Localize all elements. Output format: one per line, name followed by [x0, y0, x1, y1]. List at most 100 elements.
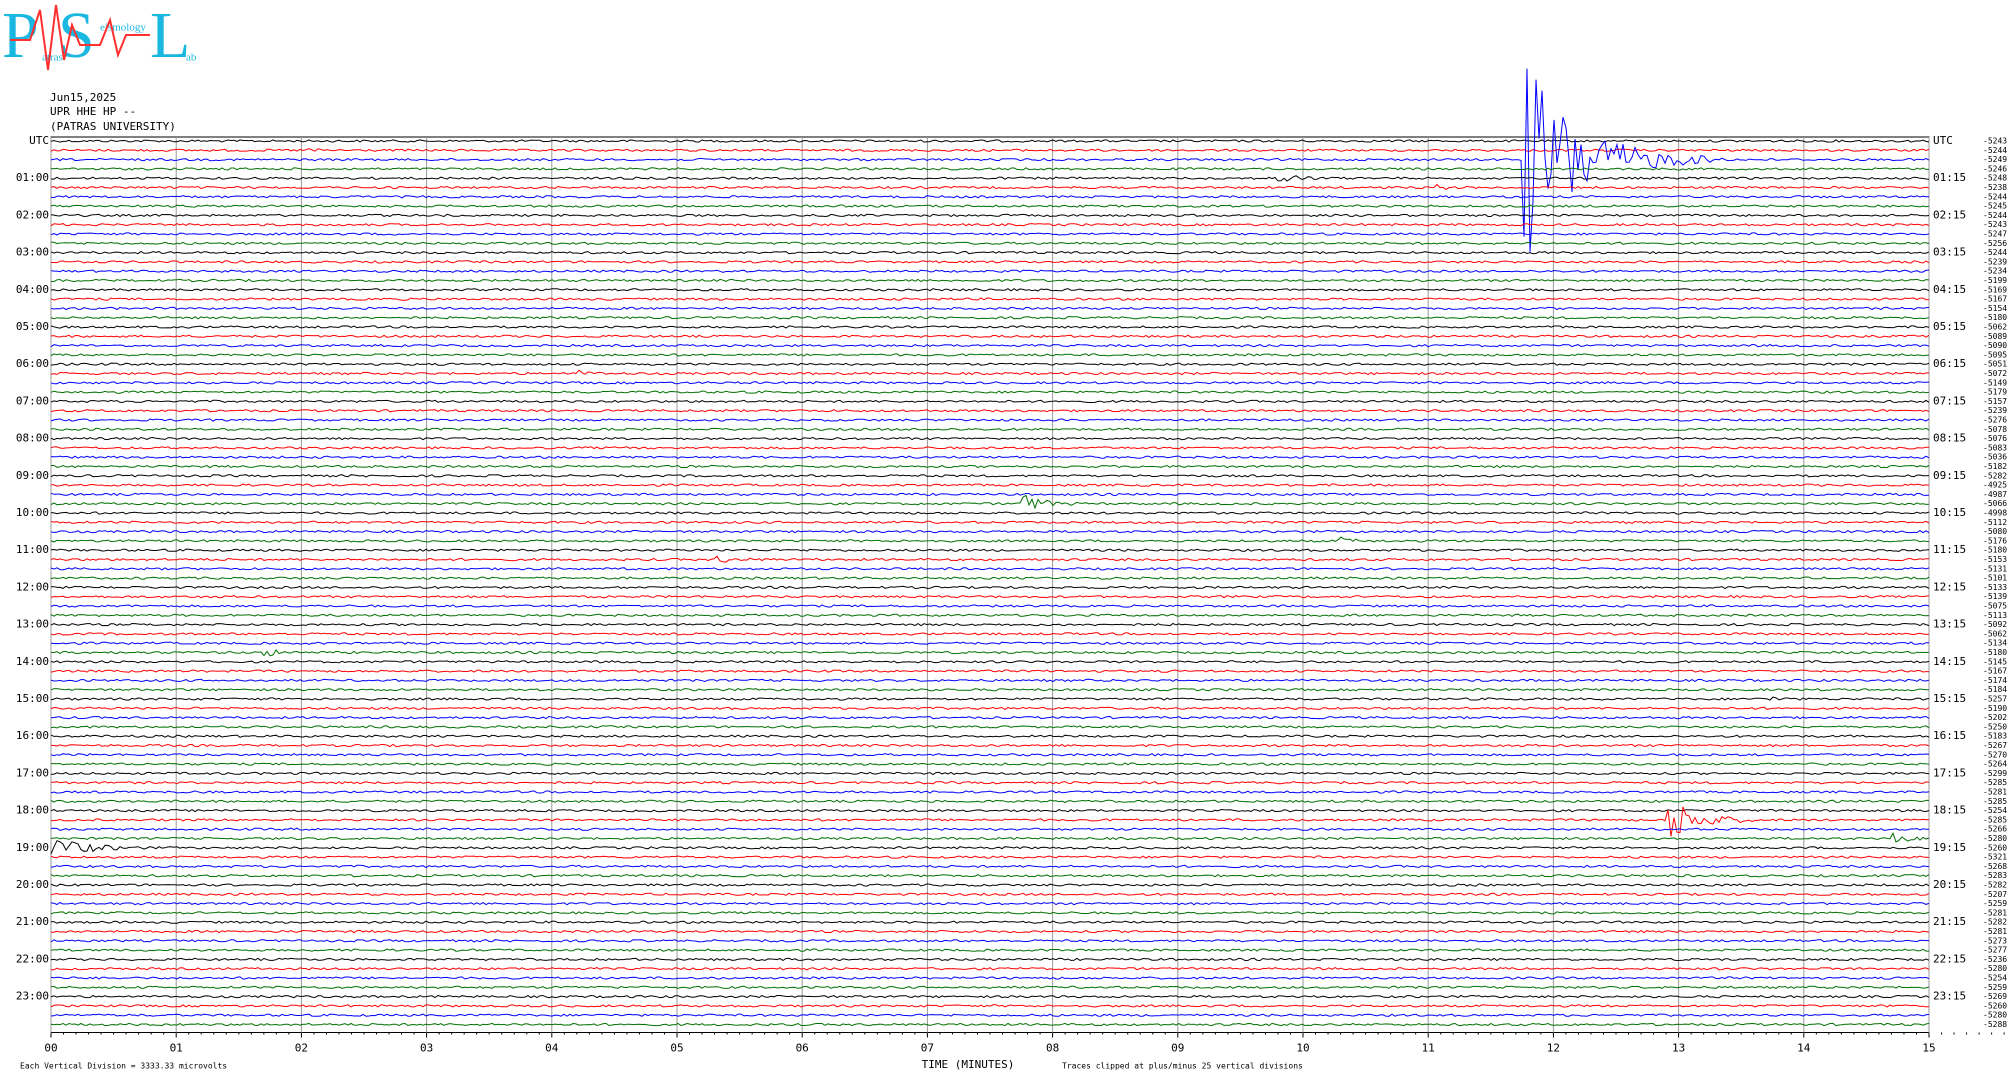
- left-time-label: 15:00: [16, 692, 49, 705]
- trace: [50, 994, 1930, 999]
- logo-letter: L: [150, 0, 190, 72]
- offset-label: -5250: [1983, 722, 2007, 731]
- left-time-label: 06:00: [16, 357, 49, 370]
- offset-label: -5095: [1983, 350, 2007, 359]
- left-time-label: 14:00: [16, 655, 49, 668]
- offset-label: -5182: [1983, 462, 2007, 471]
- x-tick-label: 03: [420, 1042, 433, 1055]
- offset-label: -5145: [1983, 657, 2007, 666]
- trace: [50, 494, 1930, 510]
- offset-label: -5260: [1983, 843, 2007, 852]
- offset-label: -5090: [1983, 341, 2007, 350]
- trace: [50, 278, 1930, 283]
- left-time-label: 21:00: [16, 915, 49, 928]
- offset-label: -5083: [1983, 443, 2007, 452]
- trace: [50, 223, 1930, 227]
- right-time-label: 19:15: [1933, 841, 1966, 854]
- offset-label: -5282: [1983, 881, 2007, 890]
- offset-label: -5112: [1983, 518, 2007, 527]
- left-time-label: 07:00: [16, 394, 49, 407]
- offset-label: -5234: [1983, 267, 2007, 276]
- right-time-label: 21:15: [1933, 915, 1966, 928]
- offset-label: -5101: [1983, 574, 2007, 583]
- left-time-label: 11:00: [16, 543, 49, 556]
- offset-label: -5239: [1983, 406, 2007, 415]
- offset-label: -5089: [1983, 332, 2007, 341]
- offset-label: -5285: [1983, 815, 2007, 824]
- x-tick-label: 00: [44, 1042, 57, 1055]
- trace: [50, 576, 1930, 580]
- trace: [50, 325, 1930, 329]
- trace: [50, 622, 1930, 627]
- logo: P S L atras eismology ab: [2, 0, 197, 72]
- trace: [50, 855, 1930, 859]
- x-tick-label: 02: [295, 1042, 308, 1055]
- division-note: Each Vertical Division = 3333.33 microvo…: [20, 1062, 227, 1071]
- left-time-label: 13:00: [16, 618, 49, 631]
- trace: [50, 399, 1930, 404]
- offset-label: -5202: [1983, 713, 2007, 722]
- trace: [50, 874, 1930, 878]
- trace: [50, 427, 1930, 431]
- offset-label: -5254: [1983, 974, 2007, 983]
- offset-label: -5169: [1983, 285, 2007, 294]
- offset-label: -5092: [1983, 620, 2007, 629]
- offset-label: -5321: [1983, 853, 2007, 862]
- left-time-label: 03:00: [16, 246, 49, 259]
- trace: [50, 316, 1930, 320]
- offset-label: -5282: [1983, 918, 2007, 927]
- trace: [50, 175, 1930, 182]
- trace: [50, 706, 1930, 710]
- offset-label: -5238: [1983, 183, 2007, 192]
- offset-label: -5280: [1983, 834, 2007, 843]
- offset-label: -5267: [1983, 741, 2007, 750]
- offset-label: -5236: [1983, 955, 2007, 964]
- offset-label: -5245: [1983, 202, 2007, 211]
- right-time-label: 09:15: [1933, 469, 1966, 482]
- trace: [50, 353, 1930, 357]
- trace: [50, 831, 1930, 843]
- header-date: Jun15,2025: [50, 91, 116, 104]
- offset-label: -5257: [1983, 695, 2007, 704]
- offset-label: -5080: [1983, 527, 2007, 536]
- trace: [50, 585, 1930, 590]
- offset-label: -5179: [1983, 388, 2007, 397]
- right-time-label: 10:15: [1933, 506, 1966, 519]
- right-time-label: UTC: [1933, 134, 1953, 147]
- trace: [50, 409, 1930, 413]
- offset-label: -5154: [1983, 304, 2007, 313]
- left-time-label: 18:00: [16, 804, 49, 817]
- trace: [51, 771, 1930, 776]
- right-time-label: 04:15: [1933, 283, 1966, 296]
- offset-label: -5266: [1983, 825, 2007, 834]
- x-tick-label: 15: [1922, 1042, 1935, 1055]
- offset-label: -5149: [1983, 378, 2007, 387]
- offset-label: -5199: [1983, 276, 2007, 285]
- offset-label: -5264: [1983, 760, 2007, 769]
- trace: [51, 464, 1930, 469]
- left-time-label: 09:00: [16, 469, 49, 482]
- trace: [50, 381, 1930, 385]
- trace: [50, 985, 1930, 989]
- trace: [50, 492, 1930, 497]
- trace: [50, 604, 1930, 608]
- trace: [50, 390, 1930, 394]
- trace: [50, 250, 1930, 255]
- trace: [50, 455, 1930, 459]
- offset-label: -5288: [1983, 1020, 2007, 1029]
- offset-label: -5244: [1983, 211, 2007, 220]
- x-tick-label: 05: [670, 1042, 683, 1055]
- offset-label: -5277: [1983, 946, 2007, 955]
- trace: [50, 195, 1930, 199]
- x-tick-label: 01: [170, 1042, 183, 1055]
- x-tick-label: 08: [1046, 1042, 1059, 1055]
- trace: [50, 362, 1930, 366]
- offset-label: -5254: [1983, 806, 2007, 815]
- trace: [50, 232, 1930, 236]
- trace: [50, 183, 1930, 190]
- trace: [50, 967, 1930, 971]
- right-time-label: 05:15: [1933, 320, 1966, 333]
- offset-label: -5299: [1983, 769, 2007, 778]
